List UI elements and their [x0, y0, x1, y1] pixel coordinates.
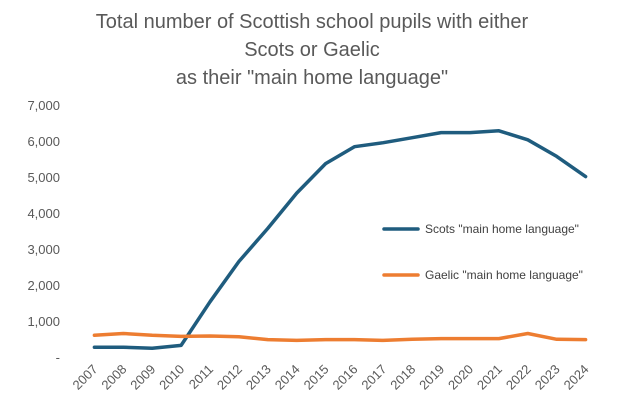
legend-label-scots: Scots "main home language"	[425, 222, 579, 236]
x-tick-label: 2013	[243, 362, 274, 393]
y-tick-label: 3,000	[27, 242, 60, 257]
series-line-scots	[92, 129, 588, 351]
x-tick-label: 2021	[474, 362, 505, 393]
x-tick-label: 2007	[70, 362, 101, 393]
x-tick-label: 2008	[98, 362, 129, 393]
x-tick-label: 2020	[445, 362, 476, 393]
legend: Scots "main home language" Gaelic "main h…	[382, 222, 583, 282]
y-tick-label: 7,000	[27, 98, 60, 113]
series-lines	[92, 129, 588, 351]
y-tick-label: 6,000	[27, 134, 60, 149]
chart-title-line-3: as their "main home language"	[176, 67, 448, 89]
x-tick-label: 2017	[358, 362, 389, 393]
x-tick-label: 2024	[561, 362, 592, 393]
chart-title-line-2: Scots or Gaelic	[244, 39, 380, 61]
x-tick-label: 2015	[301, 362, 332, 393]
x-tick-label: 2014	[272, 362, 303, 393]
y-tick-label: 1,000	[27, 314, 60, 329]
x-tick-label: 2011	[186, 362, 216, 392]
legend-label-gaelic: Gaelic "main home language"	[425, 268, 583, 282]
x-tick-label: 2016	[330, 362, 361, 393]
x-tick-label: 2012	[214, 362, 245, 393]
x-tick-label: 2022	[503, 362, 534, 393]
chart-title-line-1: Total number of Scottish school pupils w…	[96, 11, 529, 33]
x-tick-label: 2010	[156, 362, 187, 393]
x-tick-label: 2018	[387, 362, 418, 393]
x-axis: 2007200820092010201120122013201420152016…	[70, 362, 592, 393]
x-tick-label: 2009	[127, 362, 158, 393]
series-line-gaelic	[92, 331, 588, 343]
y-tick-label: 2,000	[27, 278, 60, 293]
y-tick-label: -	[56, 350, 60, 365]
x-tick-label: 2019	[416, 362, 447, 393]
x-tick-label: 2023	[532, 362, 563, 393]
y-axis: - 1,000 2,000 3,000 4,000 5,000 6,000 7,000	[27, 98, 60, 365]
y-tick-label: 5,000	[27, 170, 60, 185]
chart-title: Total number of Scottish school pupils w…	[96, 11, 529, 89]
y-tick-label: 4,000	[27, 206, 60, 221]
